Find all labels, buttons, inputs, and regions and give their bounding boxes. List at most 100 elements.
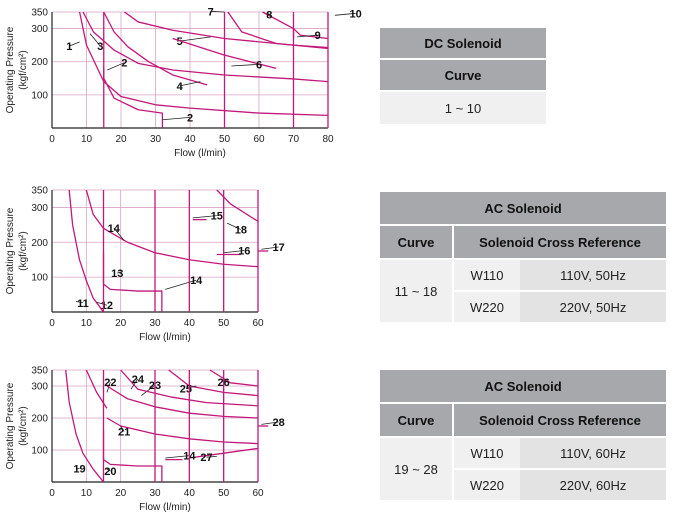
dc-curve-5	[124, 11, 329, 49]
ac60-x-tick-label: 50	[218, 488, 230, 499]
ac50-row1-code: W110	[452, 259, 520, 291]
ac60-x-axis-label: Flow (l/min)	[139, 502, 191, 513]
dc-leader-3	[89, 33, 101, 47]
dc-x-tick-label: 40	[184, 134, 196, 145]
dc-curve-label-6: 6	[256, 59, 262, 71]
dc-table: DC Solenoid Curve 1 ~ 10	[380, 28, 546, 124]
ac60-chart-group: 0 10 20 30 40 50 60 100 200 300 350 Flow (l/min) Ope…	[5, 366, 285, 514]
ac50-curve-label-16: 16	[238, 245, 250, 257]
dc-x-tick-label: 70	[288, 134, 300, 145]
ac60-y-tick-label: 300	[31, 382, 48, 393]
ac50-row1-spec: 110V, 50Hz	[520, 259, 666, 291]
dc-y-axis-unit: (kgf/cm²)	[18, 50, 29, 89]
ac50-row2-code: W220	[452, 290, 520, 322]
ac60-x-tick-label: 40	[184, 488, 196, 499]
dc-curve-range: 1 ~ 10	[380, 91, 546, 124]
dc-x-tick-label: 10	[81, 134, 93, 145]
dc-y-tick-label: 100	[31, 90, 48, 101]
ac50-ref-header: Solenoid Cross Reference	[452, 225, 666, 260]
ac60-y-tick-label: 200	[31, 414, 48, 425]
dc-curve-3	[82, 11, 329, 83]
dc-leader-1	[69, 41, 80, 47]
ac50-curve-label-17: 17	[272, 242, 284, 254]
ac50-x-tick-label: 30	[149, 318, 161, 329]
ac50-x-tick-label: 50	[218, 318, 230, 329]
ac50-x-tick-label: 40	[184, 318, 196, 329]
ac50-curve-11	[68, 189, 105, 313]
ac60-leader-24	[130, 378, 139, 390]
ac50-y-tick-label: 200	[31, 238, 48, 249]
dc-curve-header: Curve	[380, 59, 546, 92]
ac50-leader-11	[75, 301, 83, 304]
ac60-curve-25	[168, 369, 259, 397]
ac50-curve-label-13: 13	[111, 268, 123, 280]
ac50-chart-group: 0 10 20 30 40 50 60 100 200 300 350 Flow (l/min) Ope…	[5, 186, 285, 344]
dc-leader-6	[231, 63, 260, 67]
ac50-curve-label-15: 15	[211, 211, 223, 223]
ac60-curve-21	[106, 417, 259, 445]
ac50-x-tick-label: 10	[81, 318, 93, 329]
ac50-leader-12	[96, 301, 108, 306]
dc-leader-8	[265, 13, 270, 16]
ac50-table-title: AC Solenoid	[380, 192, 666, 226]
ac60-curve-label-28: 28	[272, 417, 284, 429]
ac50-curve-label-18: 18	[235, 225, 247, 237]
dc-curve-label-1: 1	[66, 41, 72, 53]
ac60-curve-23	[106, 385, 259, 419]
ac60-curve-label-19: 19	[73, 463, 85, 475]
ac60-leader-21	[120, 425, 125, 432]
ac60-y-axis-unit: (kgf/cm²)	[18, 406, 29, 445]
ac60-curve-label-20: 20	[104, 466, 116, 478]
dc-curve-label-3: 3	[97, 41, 103, 53]
ac60-leader-19	[75, 468, 80, 470]
ac50-curve-18	[216, 189, 259, 222]
ac60-curve-header: Curve	[380, 403, 453, 438]
ac50-y-tick-label: 300	[31, 203, 48, 214]
ac50-row2-spec: 220V, 50Hz	[520, 290, 666, 322]
dc-x-tick-label: 80	[322, 134, 334, 145]
ac60-curve-label-24: 24	[132, 374, 145, 386]
dc-leader-5	[179, 36, 211, 42]
ac60-x-tick-label: 10	[81, 488, 93, 499]
ac50-curve-header: Curve	[380, 225, 453, 260]
ac50-curve-label-14: 14	[190, 275, 203, 287]
ac60-table: AC Solenoid Curve Solenoid Cross Referen…	[380, 370, 666, 500]
ac60-y-tick-label: 100	[31, 446, 48, 457]
dc-y-axis-label: Operating Pressure	[5, 26, 16, 113]
ac60-x-tick-label: 60	[252, 488, 264, 499]
ac60-y-tick-label: 350	[31, 366, 48, 377]
dc-curve-1	[78, 11, 329, 117]
dc-leader-9	[296, 34, 318, 38]
ac50-curve-12	[85, 189, 105, 229]
ac50-y-tick-label: 350	[31, 186, 48, 197]
dc-curve-9	[293, 28, 329, 40]
ac60-leader-28	[261, 421, 279, 425]
ac60-row2-spec: 220V, 60Hz	[520, 468, 666, 500]
ac60-x-tick-label: 30	[149, 488, 161, 499]
ac50-leader-14	[113, 227, 125, 241]
ac50-leader-14	[165, 279, 197, 290]
dc-y-tick-label: 200	[31, 57, 48, 68]
dc-table-title: DC Solenoid	[380, 28, 546, 60]
dc-curve-label-4: 4	[177, 81, 184, 93]
dc-x-axis-label: Flow (l/min)	[174, 148, 226, 159]
ac60-curve-label-25: 25	[180, 383, 192, 395]
ac60-row2-code: W220	[452, 468, 520, 500]
ac50-y-axis-label: Operating Pressure	[5, 207, 16, 294]
ac50-leader-18	[226, 222, 242, 230]
ac60-leader-20	[106, 468, 111, 472]
ac60-leader-14	[165, 455, 190, 459]
dc-chart-group: 0 10 20 30 40 50 60 70 80 100 200 300 350 Flow (l/min…	[5, 6, 362, 159]
ac50-y-axis-unit: (kgf/cm²)	[18, 231, 29, 270]
ac50-curve-range: 11 ~ 18	[380, 259, 453, 322]
ac60-y-axis-label: Operating Pressure	[5, 382, 16, 469]
dc-curve-label-10: 10	[349, 8, 361, 20]
ac60-x-tick-label: 20	[115, 488, 127, 499]
dc-curve-2	[103, 68, 164, 128]
ac60-row1-code: W110	[452, 437, 520, 469]
dc-x-tick-label: 50	[219, 134, 231, 145]
ac50-x-tick-label: 0	[49, 318, 55, 329]
dc-curve-4	[103, 11, 208, 86]
ac50-leader-15	[192, 215, 217, 219]
dc-leader-2	[162, 116, 191, 121]
